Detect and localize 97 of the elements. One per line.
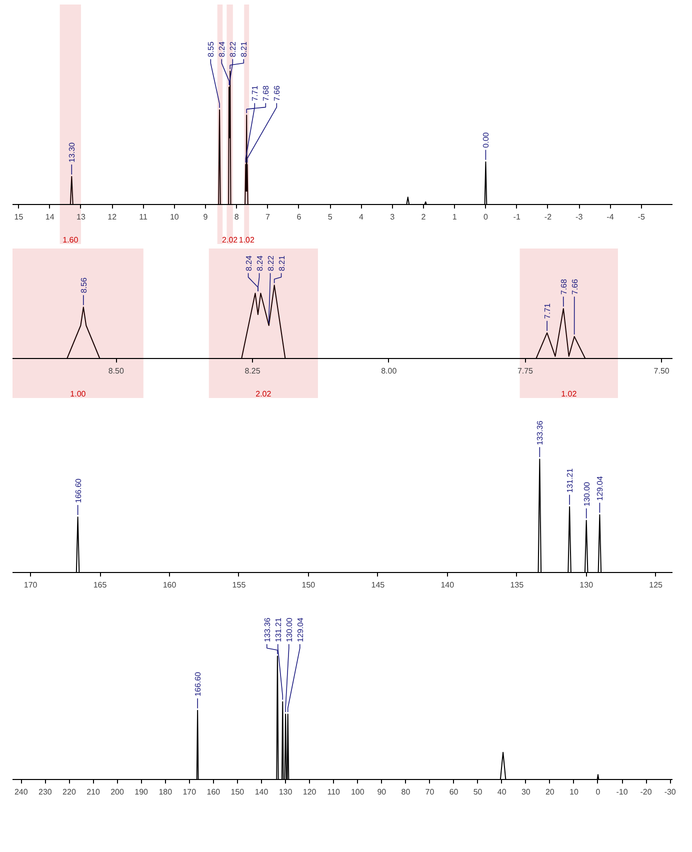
x-tick-label: 1 — [452, 212, 458, 222]
annotation: 133.36 — [262, 617, 272, 642]
annotation: 8.24 — [218, 41, 227, 58]
x-tick-label: 40 — [497, 788, 507, 796]
x-tick-label: 70 — [425, 788, 435, 796]
x-tick-label: 11 — [139, 212, 148, 222]
x-tick-label: 130 — [580, 580, 594, 590]
x-tick-label: 0 — [596, 788, 601, 796]
annotation: 8.21 — [240, 41, 249, 58]
x-tick-label: 20 — [545, 788, 555, 796]
annotation: 8.22 — [228, 41, 238, 58]
x-tick-label: 170 — [182, 788, 197, 796]
x-tick-label: 150 — [230, 788, 245, 796]
band-label: 1.00 — [70, 390, 86, 398]
x-tick-label: 220 — [62, 788, 76, 796]
annotation: 8.24 — [244, 255, 254, 272]
x-tick-label: 60 — [449, 788, 459, 796]
x-tick-label: 180 — [158, 788, 173, 796]
x-tick-label: 50 — [473, 788, 483, 796]
x-tick-label: 130 — [278, 788, 293, 796]
x-tick-label: -4 — [606, 212, 614, 222]
x-tick-label: -3 — [576, 212, 584, 222]
x-tick-label: 210 — [86, 788, 100, 796]
x-tick-label: 200 — [110, 788, 125, 796]
x-tick-label: 165 — [93, 580, 108, 590]
annotation: 166.60 — [194, 671, 203, 696]
band-label: 1.02 — [561, 390, 578, 398]
x-tick-label: 80 — [401, 788, 411, 796]
annotation: 130.00 — [582, 481, 592, 506]
x-tick-label: 7.50 — [654, 366, 670, 376]
annotation: 130.00 — [284, 617, 294, 642]
annotation: 133.36 — [536, 420, 545, 446]
annotation: 8.22 — [266, 255, 276, 272]
annotation: 13.30 — [68, 142, 77, 162]
x-tick-label: 8.25 — [244, 366, 261, 376]
x-tick-label: 135 — [510, 580, 524, 590]
x-tick-label: 13 — [76, 212, 86, 222]
annotation: 8.24 — [255, 255, 264, 272]
x-tick-label: 0 — [483, 212, 488, 222]
x-tick-label: 5 — [328, 212, 333, 222]
x-tick-label: 240 — [14, 788, 28, 796]
x-tick-label: 15 — [14, 212, 24, 222]
x-tick-label: 7 — [266, 212, 271, 222]
x-tick-label: 7.75 — [517, 366, 534, 376]
x-tick-label: 230 — [38, 788, 52, 796]
annotation: 129.04 — [596, 476, 605, 501]
x-tick-label: 6 — [296, 212, 302, 222]
x-tick-label: 90 — [377, 788, 387, 796]
annotation: 131.21 — [274, 617, 283, 642]
annotation: 7.66 — [272, 85, 282, 102]
x-tick-label: 150 — [302, 580, 316, 590]
annotation: 129.04 — [296, 617, 305, 642]
x-tick-label: 160 — [162, 580, 177, 590]
x-tick-label: -1 — [513, 212, 521, 222]
x-tick-label: 145 — [371, 580, 386, 590]
x-tick-label: 8.50 — [108, 366, 124, 376]
x-tick-label: 160 — [206, 788, 221, 796]
x-tick-label: 100 — [350, 788, 365, 796]
x-tick-label: 140 — [440, 580, 455, 590]
x-tick-label: 3 — [390, 212, 396, 222]
band-label: 2.02 — [256, 390, 272, 398]
x-tick-label: 10 — [570, 788, 579, 796]
annotation: 131.21 — [566, 468, 575, 493]
x-tick-label: 10 — [170, 212, 180, 222]
annotation: 0.00 — [482, 132, 491, 148]
annotation: 8.21 — [277, 255, 286, 272]
annotation: 7.71 — [543, 302, 552, 319]
x-tick-label: 14 — [45, 212, 55, 222]
annotation: 7.71 — [250, 85, 260, 102]
x-tick-label: 125 — [649, 580, 664, 590]
annotation: 7.68 — [262, 85, 271, 102]
x-tick-label: 170 — [24, 580, 38, 590]
x-tick-label: 8.00 — [381, 366, 398, 376]
x-tick-label: 2 — [421, 212, 426, 222]
x-tick-label: 155 — [232, 580, 246, 590]
band-label: 1.60 — [62, 236, 79, 244]
annotation: 8.56 — [79, 277, 88, 294]
x-tick-label: -2 — [544, 212, 552, 222]
x-tick-label: 30 — [521, 788, 531, 796]
annotation: 7.68 — [559, 278, 568, 295]
x-tick-label: -5 — [638, 212, 646, 222]
x-tick-label: 9 — [203, 212, 208, 222]
x-tick-label: 8 — [234, 212, 240, 222]
x-tick-label: 110 — [327, 788, 341, 796]
x-tick-label: 190 — [134, 788, 149, 796]
x-tick-label: 120 — [302, 788, 317, 796]
band-label: 1.02 — [238, 236, 255, 244]
annotation: 8.55 — [206, 41, 216, 58]
annotation: 166.60 — [74, 478, 83, 503]
x-tick-label: 140 — [254, 788, 269, 796]
x-tick-label: 4 — [358, 212, 364, 222]
x-tick-label: 12 — [108, 212, 118, 222]
x-tick-label: -20 — [640, 788, 652, 796]
x-tick-label: -30 — [664, 788, 676, 796]
band-label: 2.02 — [222, 236, 238, 244]
annotation: 7.66 — [570, 278, 580, 295]
x-tick-label: -10 — [616, 788, 628, 796]
